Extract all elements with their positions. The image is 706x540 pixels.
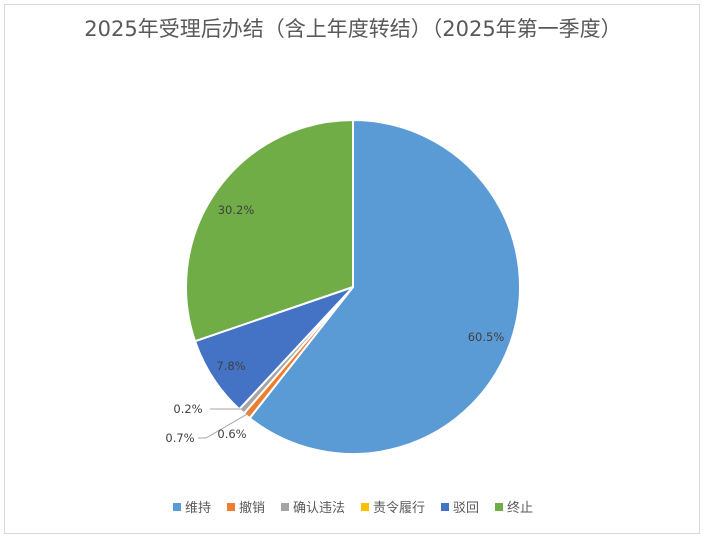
legend-item-3: 责令履行 xyxy=(361,497,425,516)
pie-slice-0 xyxy=(248,118,521,455)
pie-slice-5 xyxy=(185,118,354,343)
legend-label-5: 终止 xyxy=(507,501,534,516)
legend-swatch-1 xyxy=(226,502,235,511)
leader-line-1 xyxy=(198,412,250,439)
data-label-4: 7.8% xyxy=(216,359,245,373)
data-label-1: 0.7% xyxy=(165,431,194,445)
legend-swatch-3 xyxy=(361,502,369,511)
data-label-0: 60.5% xyxy=(468,330,505,344)
chart-title: 2025年受理后办结（含上年度转结）（2025年第一季度） xyxy=(84,17,622,41)
data-label-5: 30.2% xyxy=(218,203,255,217)
data-label-2: 0.6% xyxy=(217,427,246,441)
legend-label-4: 驳回 xyxy=(453,501,480,516)
legend-label-1: 撤销 xyxy=(238,501,265,516)
legend-swatch-2 xyxy=(280,502,289,511)
legend-swatch-0 xyxy=(172,502,181,511)
legend-swatch-4 xyxy=(441,502,450,511)
data-label-extra: 0.2% xyxy=(173,402,202,416)
legend-label-0: 维持 xyxy=(184,501,211,516)
legend-item-1: 撤销 xyxy=(226,497,265,516)
legend-item-5: 终止 xyxy=(495,497,533,516)
legend-item-2: 确认违法 xyxy=(280,497,345,516)
legend-item-4: 驳回 xyxy=(441,497,479,516)
legend-label-3: 责令履行 xyxy=(373,501,426,516)
legend-swatch-5 xyxy=(495,502,504,511)
legend-label-2: 确认违法 xyxy=(292,501,345,516)
chart-legend: 维持 撤销 确认违法 责令履行 驳回 终止 xyxy=(0,497,706,516)
legend-item-0: 维持 xyxy=(172,497,211,516)
